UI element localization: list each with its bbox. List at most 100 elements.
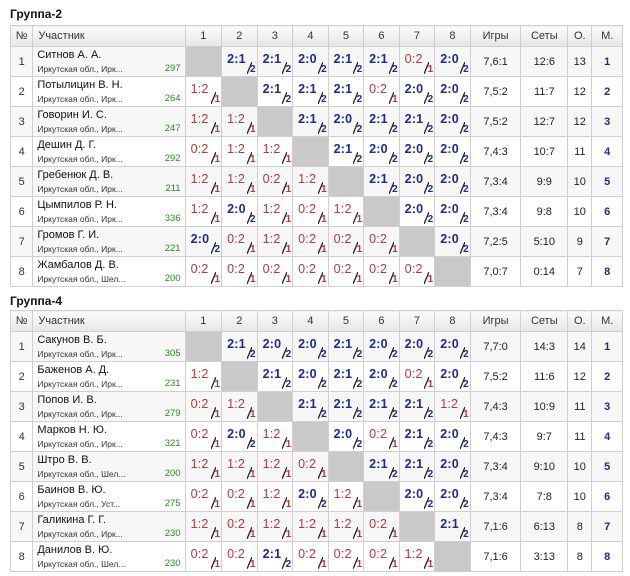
score-cell[interactable]: 2:1 2 [256,76,294,107]
score-cell[interactable]: 0:2 1 [363,541,400,572]
score-cell[interactable]: 0:2 1 [184,391,223,422]
score-cell[interactable]: 2:0 2 [434,361,471,392]
score-cell[interactable]: 1:2 1 [256,451,294,482]
score-cell[interactable]: 0:2 1 [221,481,258,512]
score-cell[interactable]: 2:1 2 [256,541,294,572]
score-cell[interactable]: 0:2 1 [221,226,258,257]
score-cell[interactable]: 1:2 1 [221,451,258,482]
score-cell[interactable]: 1:2 1 [221,166,258,197]
score-cell[interactable]: 1:2 1 [398,541,436,572]
score-cell[interactable]: 2:0 2 [292,361,329,392]
score-cell[interactable]: 0:2 1 [256,166,294,197]
participant-name[interactable]: Сакунов В. Б. [37,334,107,346]
participant-name[interactable]: Гребенюк Д. В. [37,169,114,181]
score-cell[interactable]: 0:2 1 [363,76,400,107]
score-cell[interactable]: 2:1 2 [327,46,365,77]
score-cell[interactable]: 1:2 1 [292,166,329,197]
score-cell[interactable]: 0:2 1 [363,421,400,452]
score-cell[interactable]: 2:0 2 [363,361,400,392]
score-cell[interactable]: 0:2 1 [184,256,223,287]
score-cell[interactable]: 2:1 2 [292,76,329,107]
score-cell[interactable]: 2:1 2 [221,331,258,362]
score-cell[interactable]: 2:1 2 [363,166,400,197]
score-cell[interactable]: 2:0 2 [256,331,294,362]
score-cell[interactable]: 1:2 1 [256,226,294,257]
score-cell[interactable]: 1:2 1 [256,136,294,167]
score-cell[interactable]: 1:2 1 [184,511,223,542]
score-cell[interactable]: 2:0 2 [363,136,400,167]
score-cell[interactable]: 2:1 2 [398,421,436,452]
score-cell[interactable]: 2:0 2 [292,331,329,362]
score-cell[interactable]: 2:1 2 [256,46,294,77]
score-cell[interactable]: 2:0 2 [292,46,329,77]
score-cell[interactable]: 0:2 1 [184,136,223,167]
score-cell[interactable]: 0:2 1 [221,541,258,572]
score-cell[interactable]: 2:1 2 [398,391,436,422]
score-cell[interactable]: 0:2 1 [184,421,223,452]
score-cell[interactable]: 1:2 1 [184,76,223,107]
score-cell[interactable]: 0:2 1 [398,256,436,287]
participant-name[interactable]: Попов И. В. [37,394,97,406]
participant-name[interactable]: Говорин И. С. [37,109,107,121]
score-cell[interactable]: 2:0 2 [398,76,436,107]
score-cell[interactable]: 2:1 2 [363,106,400,137]
score-cell[interactable]: 2:0 2 [327,421,365,452]
score-cell[interactable]: 2:0 2 [221,421,258,452]
score-cell[interactable]: 2:0 2 [398,481,436,512]
score-cell[interactable]: 2:0 2 [398,331,436,362]
participant-name[interactable]: Данилов В. Ю. [37,544,113,556]
score-cell[interactable]: 0:2 1 [363,256,400,287]
score-cell[interactable]: 1:2 1 [256,421,294,452]
score-cell[interactable]: 2:0 2 [434,481,471,512]
score-cell[interactable]: 1:2 1 [184,451,223,482]
score-cell[interactable]: 2:0 2 [434,421,471,452]
score-cell[interactable]: 2:0 2 [327,106,365,137]
participant-name[interactable]: Баинов В. Ю. [37,484,106,496]
score-cell[interactable]: 2:0 2 [434,136,471,167]
score-cell[interactable]: 2:0 2 [398,196,436,227]
score-cell[interactable]: 0:2 1 [292,541,329,572]
score-cell[interactable]: 1:2 1 [327,196,365,227]
score-cell[interactable]: 2:1 2 [292,106,329,137]
score-cell[interactable]: 2:1 2 [398,106,436,137]
score-cell[interactable]: 0:2 1 [327,541,365,572]
score-cell[interactable]: 1:2 1 [256,481,294,512]
score-cell[interactable]: 0:2 1 [363,226,400,257]
score-cell[interactable]: 2:0 2 [434,451,471,482]
score-cell[interactable]: 2:1 2 [221,46,258,77]
score-cell[interactable]: 2:0 2 [398,136,436,167]
score-cell[interactable]: 2:1 2 [292,391,329,422]
participant-name[interactable]: Галикина Г. Г. [37,514,106,526]
score-cell[interactable]: 2:1 2 [327,361,365,392]
score-cell[interactable]: 2:1 2 [327,76,365,107]
score-cell[interactable]: 1:2 1 [221,136,258,167]
score-cell[interactable]: 1:2 1 [256,511,294,542]
score-cell[interactable]: 2:1 2 [363,391,400,422]
score-cell[interactable]: 2:1 2 [363,451,400,482]
score-cell[interactable]: 0:2 1 [256,256,294,287]
score-cell[interactable]: 2:1 2 [398,451,436,482]
score-cell[interactable]: 2:0 2 [434,106,471,137]
score-cell[interactable]: 2:0 2 [434,331,471,362]
score-cell[interactable]: 2:0 2 [434,196,471,227]
score-cell[interactable]: 1:2 1 [292,511,329,542]
score-cell[interactable]: 0:2 1 [363,511,400,542]
score-cell[interactable]: 0:2 1 [292,226,329,257]
score-cell[interactable]: 1:2 1 [184,361,223,392]
score-cell[interactable]: 1:2 1 [221,106,258,137]
score-cell[interactable]: 2:1 2 [256,361,294,392]
score-cell[interactable]: 2:1 2 [327,136,365,167]
score-cell[interactable]: 0:2 1 [184,541,223,572]
participant-name[interactable]: Марков Н. Ю. [37,424,108,436]
score-cell[interactable]: 1:2 1 [221,391,258,422]
score-cell[interactable]: 0:2 1 [292,196,329,227]
participant-name[interactable]: Громов Г. И. [37,229,100,241]
score-cell[interactable]: 2:0 2 [292,481,329,512]
score-cell[interactable]: 0:2 1 [398,361,436,392]
score-cell[interactable]: 0:2 1 [327,226,365,257]
score-cell[interactable]: 0:2 1 [184,481,223,512]
participant-name[interactable]: Цымпилов Р. Н. [37,199,117,211]
score-cell[interactable]: 0:2 1 [398,46,436,77]
score-cell[interactable]: 2:1 2 [363,46,400,77]
score-cell[interactable]: 2:1 2 [327,331,365,362]
